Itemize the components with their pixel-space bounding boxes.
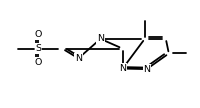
Text: N: N <box>119 64 125 73</box>
Text: O: O <box>34 30 42 39</box>
Text: N: N <box>97 34 103 43</box>
Text: N: N <box>143 65 149 74</box>
Text: O: O <box>34 58 42 67</box>
Text: N: N <box>75 54 81 63</box>
Text: S: S <box>35 44 41 53</box>
